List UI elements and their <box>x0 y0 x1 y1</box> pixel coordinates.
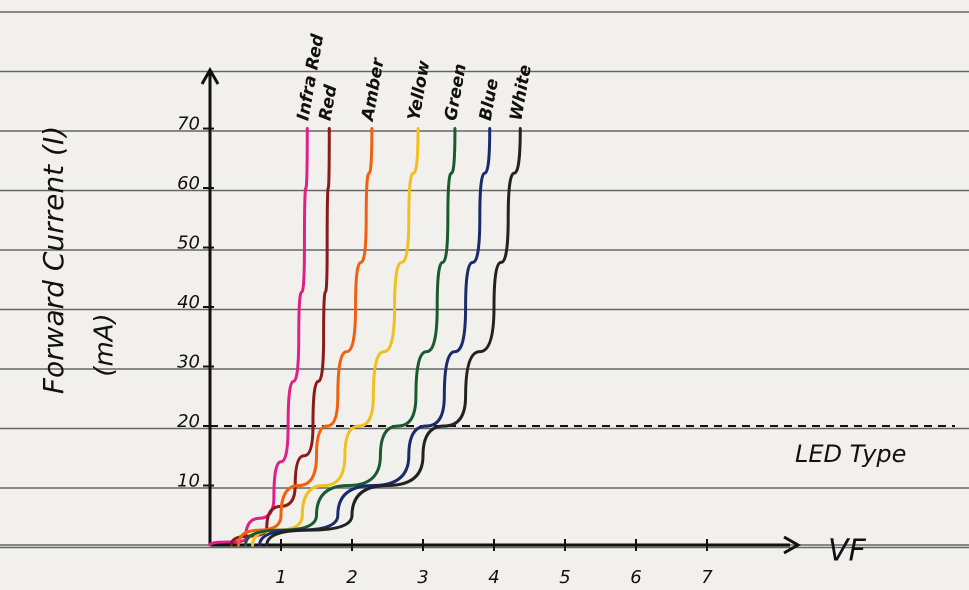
x-tick-label: 4 <box>488 567 499 588</box>
legend-label: Blue <box>476 77 503 122</box>
x-axis-label: VF <box>828 534 867 569</box>
y-axis-label: Forward Current (I) <box>37 126 70 394</box>
legend-label: Red <box>315 83 341 123</box>
chart: Forward Current (I) (mA) VF LED Type 10 2… <box>0 0 969 590</box>
y-tick-label: 30 <box>177 352 200 373</box>
x-tick-label: 2 <box>346 567 357 588</box>
x-tick-label: 5 <box>559 567 570 588</box>
x-tick-label: 6 <box>630 567 641 588</box>
x-tick-label: 7 <box>701 567 713 588</box>
y-tick-label: 10 <box>177 471 200 492</box>
y-tick-label: 60 <box>177 173 200 194</box>
y-tick-label: 50 <box>177 233 200 254</box>
legend-label: Amber <box>358 55 389 124</box>
y-tick-label: 70 <box>177 114 200 135</box>
y-tick-label: 40 <box>177 292 200 313</box>
legend-label: Yellow <box>404 59 434 123</box>
y-tick-label: 20 <box>177 411 200 432</box>
annotation: LED Type <box>795 440 906 468</box>
x-tick-label: 3 <box>417 567 428 588</box>
x-tick-label: 1 <box>275 567 286 588</box>
y-axis-unit: (mA) <box>90 313 120 376</box>
